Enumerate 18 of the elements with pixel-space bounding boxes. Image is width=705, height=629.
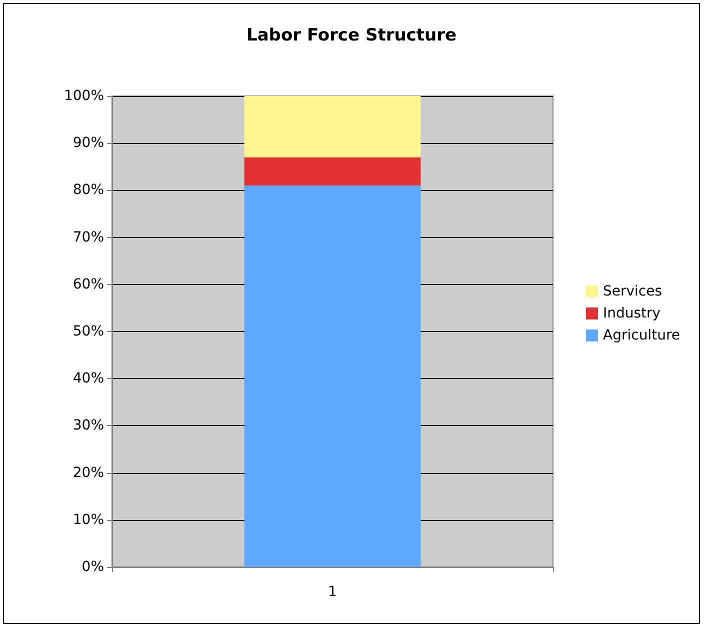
y-tick-label: 100%	[64, 88, 104, 104]
legend-label: Services	[603, 284, 662, 300]
legend-label: Industry	[603, 306, 661, 322]
bar	[244, 96, 421, 158]
y-tick-label: 20%	[72, 464, 104, 481]
bar	[244, 157, 421, 186]
y-tick-label: 70%	[72, 229, 104, 246]
y-tick-label: 40%	[72, 370, 104, 387]
y-tick-label: 60%	[72, 276, 104, 292]
y-tick-label: 30%	[72, 418, 104, 434]
y-tick-label: 10%	[72, 512, 104, 528]
y-tick-label: 80%	[72, 182, 104, 198]
y-tick-label: 0%	[82, 559, 104, 575]
legend-label: Agriculture	[603, 328, 680, 344]
y-tick-label: 90%	[72, 135, 104, 152]
x-tick-label: 1	[328, 584, 337, 600]
y-tick-label: 50%	[72, 324, 104, 340]
chart-title: Labor Force Structure	[246, 26, 457, 46]
